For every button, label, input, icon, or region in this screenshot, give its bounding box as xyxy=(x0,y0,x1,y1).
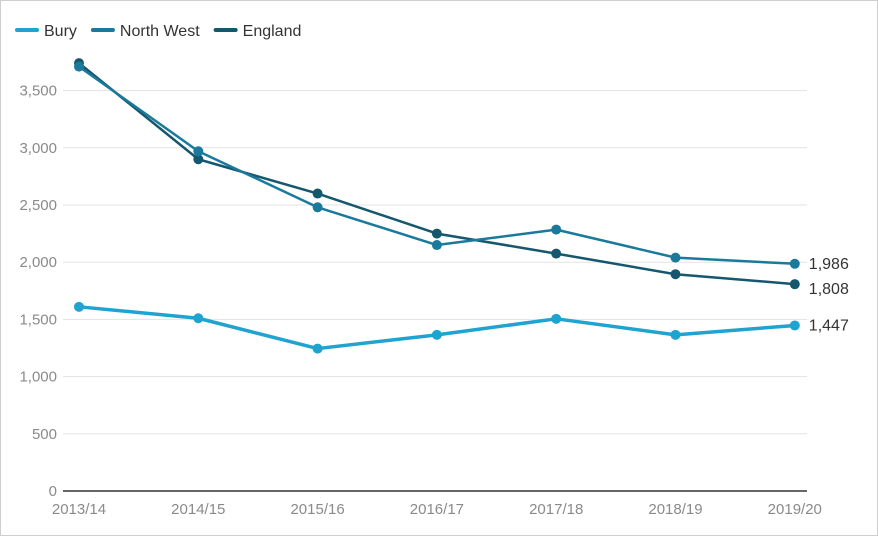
data-point-bury xyxy=(551,313,562,324)
x-axis-ticks: 2013/14 2014/15 2015/16 2016/17 2017/18 2018/… xyxy=(52,501,822,518)
series-north-west: 1,986 xyxy=(74,61,849,273)
x-tick-label: 2013/14 xyxy=(52,501,106,518)
data-point-bury xyxy=(670,329,681,340)
data-point-england xyxy=(312,188,323,199)
legend-item-england: England xyxy=(213,23,302,40)
data-point-north-west xyxy=(74,61,84,72)
y-tick-label: 500 xyxy=(32,426,57,443)
y-tick-label: 3,000 xyxy=(19,140,57,157)
y-tick-label: 2,500 xyxy=(19,197,57,214)
legend-label: Bury xyxy=(44,23,77,40)
legend-item-north-west: North West xyxy=(90,23,200,40)
data-point-bury xyxy=(431,329,442,340)
series-bury: 1,447 xyxy=(74,301,849,354)
data-point-north-west xyxy=(312,202,323,213)
gridlines xyxy=(63,90,807,435)
data-point-england xyxy=(431,228,442,239)
series-group: 1,808 1,986 1,447 xyxy=(74,58,849,354)
data-point-bury xyxy=(193,313,204,324)
data-point-england xyxy=(789,279,800,290)
data-point-england xyxy=(551,248,562,259)
data-point-bury xyxy=(789,320,800,331)
data-point-north-west xyxy=(670,252,681,263)
data-point-north-west xyxy=(789,258,800,269)
y-tick-label: 1,500 xyxy=(19,311,57,328)
legend-label: England xyxy=(243,23,302,40)
legend-label: North West xyxy=(120,23,200,40)
x-tick-label: 2015/16 xyxy=(290,501,344,518)
x-tick-label: 2018/19 xyxy=(648,501,702,518)
data-point-bury xyxy=(312,343,323,354)
series-line-england xyxy=(78,62,795,286)
y-axis-ticks: 0 500 1,000 1,500 2,000 2,500 3,000 3,500 xyxy=(19,83,57,500)
x-tick-label: 2016/17 xyxy=(410,501,464,518)
data-point-england xyxy=(193,154,204,165)
data-point-england xyxy=(670,269,681,280)
series-line-bury xyxy=(78,305,795,351)
y-tick-label: 3,500 xyxy=(19,83,57,100)
data-point-bury xyxy=(74,301,84,312)
end-label-bury: 1,447 xyxy=(809,317,849,334)
x-tick-label: 2019/20 xyxy=(768,501,822,518)
y-tick-label: 1,000 xyxy=(19,369,57,386)
data-point-north-west xyxy=(431,240,442,251)
y-tick-label: 2,000 xyxy=(19,254,57,271)
legend-item-bury: Bury xyxy=(15,23,77,40)
x-tick-label: 2017/18 xyxy=(529,501,583,518)
y-tick-label: 0 xyxy=(49,483,57,500)
data-point-north-west xyxy=(551,224,562,235)
legend: Bury North West England xyxy=(15,23,302,40)
end-label-north-west: 1,986 xyxy=(809,256,849,273)
series-england: 1,808 xyxy=(74,58,849,298)
x-tick-label: 2014/15 xyxy=(171,501,225,518)
end-label-england: 1,808 xyxy=(809,281,849,298)
data-point-north-west xyxy=(193,146,204,157)
